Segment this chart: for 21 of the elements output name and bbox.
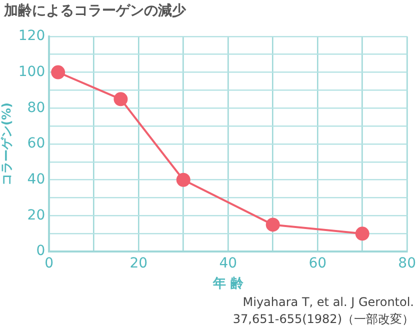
text: Miyahara T, et al. J Gerontol. — [242, 294, 414, 311]
x-tick-label: 20 — [130, 256, 148, 272]
y-tick-label: 60 — [27, 136, 46, 152]
point — [114, 92, 128, 106]
y-tick-label: 80 — [27, 100, 46, 116]
point — [355, 226, 370, 241]
y-tick-label: 0 — [36, 243, 46, 260]
x-axis-title: 年 齢 — [212, 276, 244, 292]
point — [176, 172, 190, 187]
x-tick-label: 80 — [398, 256, 416, 272]
x-tick-label: 60 — [308, 256, 327, 272]
x-tick-label: 40 — [219, 256, 238, 272]
text: 37,651-655(1982)（一部改変） — [232, 311, 414, 328]
chart-title: 加齢によるコラーゲンの減少 — [4, 2, 186, 20]
y-tick-label: 20 — [27, 207, 46, 224]
point — [51, 65, 66, 80]
y-tick-label: 100 — [18, 64, 46, 80]
y-tick-label: 40 — [27, 172, 46, 188]
y-axis-title: コラーゲン(%) — [0, 102, 14, 186]
y-tick-label: 120 — [18, 28, 46, 44]
point — [266, 218, 280, 232]
